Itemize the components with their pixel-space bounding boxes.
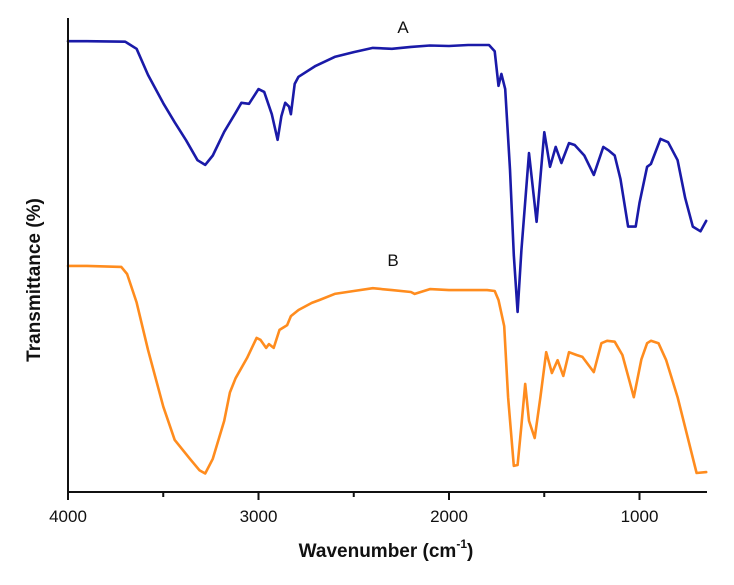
x-tick-label: 3000 xyxy=(240,507,278,526)
x-tick-label: 4000 xyxy=(49,507,87,526)
x-axis-title: Wavenumber (cm-1) xyxy=(299,537,474,562)
series-label-b: B xyxy=(387,251,398,270)
x-axis-ticks: 4000 3000 2000 1000 xyxy=(49,492,658,526)
x-axis-title-main: Wavenumber (cm xyxy=(299,541,457,562)
x-axis-title-close: ) xyxy=(467,541,473,562)
spectrum-line-b xyxy=(66,264,708,475)
x-tick-label: 1000 xyxy=(621,507,659,526)
x-axis-title-superscript: -1 xyxy=(456,537,467,551)
series-label-a: A xyxy=(397,18,409,37)
x-tick-label: 2000 xyxy=(430,507,468,526)
y-axis-title: Transmittance (%) xyxy=(24,198,45,362)
series-layer xyxy=(66,39,708,475)
spectrum-line-a xyxy=(66,39,708,314)
